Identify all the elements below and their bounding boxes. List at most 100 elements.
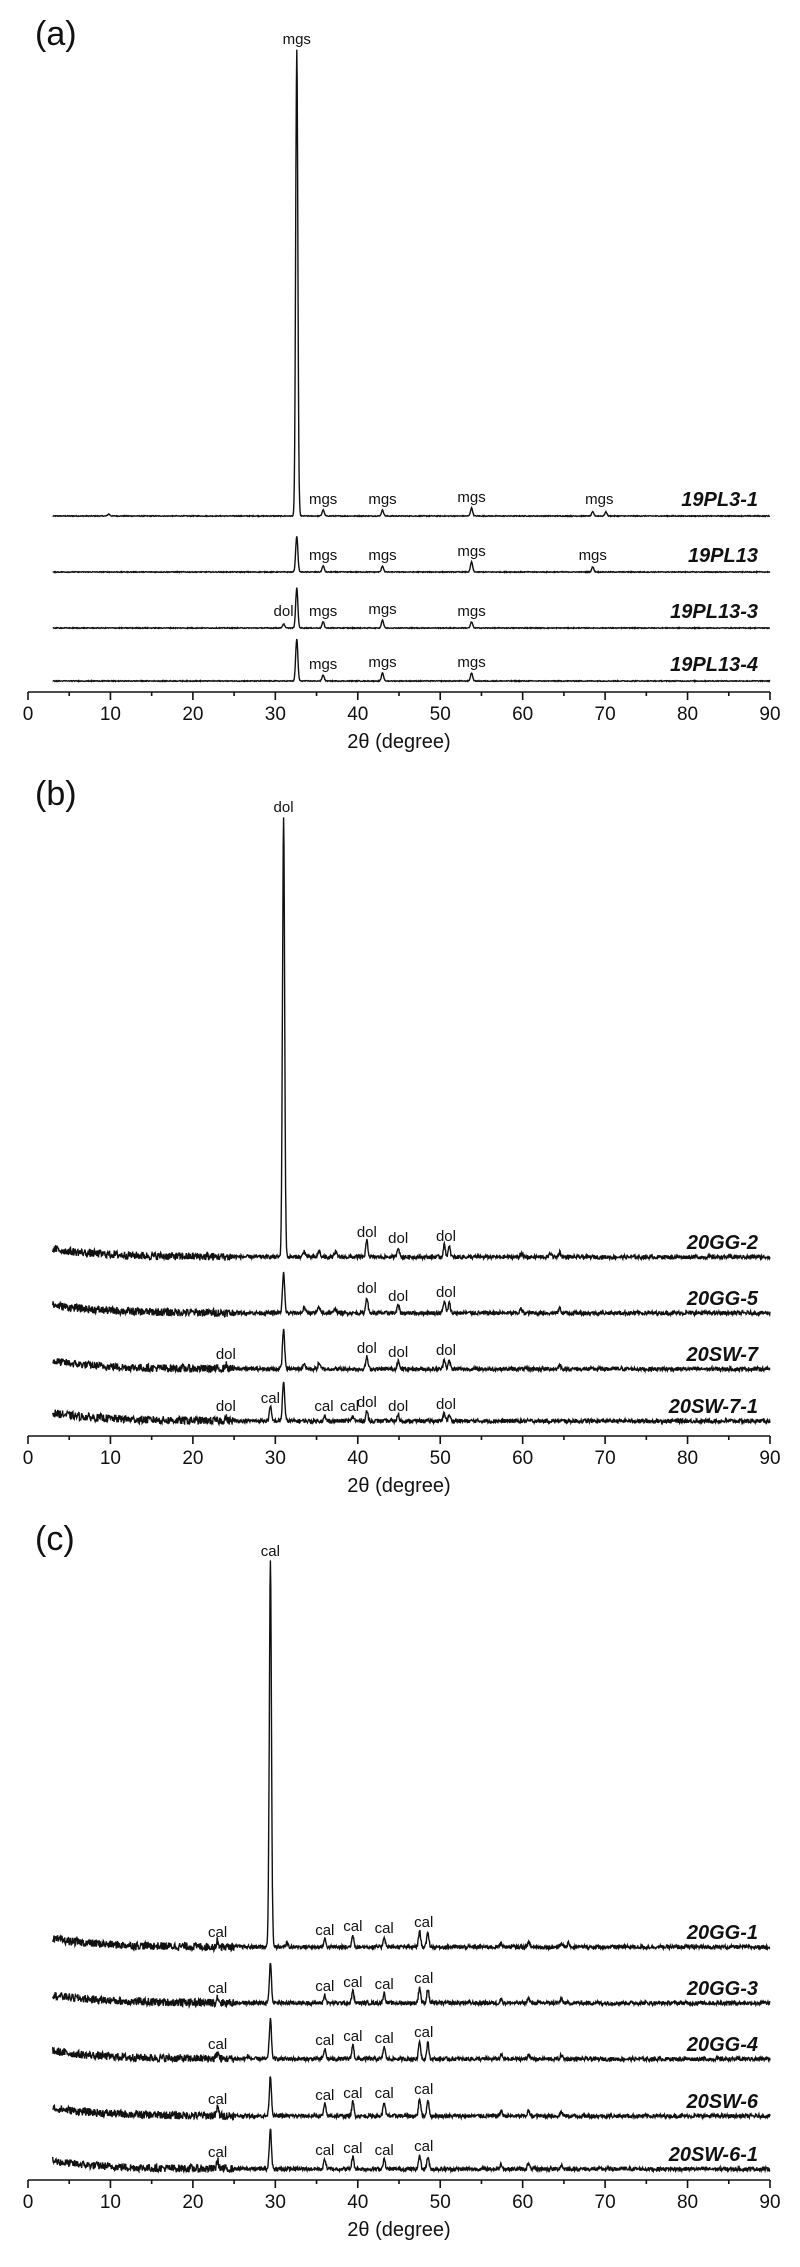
peak-label: dol xyxy=(357,1340,377,1357)
x-tick-label: 50 xyxy=(430,704,451,725)
series-name-label: 20SW-6-1 xyxy=(668,2144,758,2166)
peak-label: cal xyxy=(343,1974,362,1991)
x-tick-label: 80 xyxy=(677,1448,698,1469)
x-tick-label: 50 xyxy=(430,1448,451,1469)
peak-label: cal xyxy=(315,1978,334,1995)
peak-label: dol xyxy=(436,1396,456,1413)
peak-label: mgs xyxy=(309,603,337,620)
peak-label: dol xyxy=(357,1280,377,1297)
x-tick-label: 10 xyxy=(100,2192,121,2213)
peak-label: cal xyxy=(375,1920,394,1937)
peak-label: mgs xyxy=(309,491,337,508)
peak-label: mgs xyxy=(309,656,337,673)
peak-label: dol xyxy=(388,1230,408,1247)
peak-label: cal xyxy=(343,1918,362,1935)
peak-label: cal xyxy=(375,2030,394,2047)
peak-label: dol xyxy=(357,1394,377,1411)
peak-label: cal xyxy=(414,2024,433,2041)
panel-a: (a) 0 10 20 30 40 50 60 70 80 90 2θ (degree) 19PL3-1… xyxy=(23,15,781,753)
peak-label: dol xyxy=(388,1398,408,1415)
x-tick-label: 40 xyxy=(347,2192,368,2213)
peak-label: mgs xyxy=(585,491,613,508)
peak-label: cal xyxy=(208,2036,227,2053)
peak-label: cal xyxy=(414,2138,433,2155)
x-tick-label: 50 xyxy=(430,2192,451,2213)
panel-c: (c) 0 10 20 30 40 50 60 70 80 90 2θ (degree) 20GG-1 c… xyxy=(23,1520,781,2241)
series-trace xyxy=(52,1560,771,1954)
peak-label: cal xyxy=(414,1914,433,1931)
peak-label: dol xyxy=(388,1344,408,1361)
x-tick-label: 90 xyxy=(759,704,780,725)
x-tick-label: 70 xyxy=(595,704,616,725)
peak-label: cal xyxy=(261,1390,280,1407)
peak-label: dol xyxy=(388,1288,408,1305)
peak-label: cal xyxy=(414,1970,433,1987)
peak-label: mgs xyxy=(309,547,337,564)
x-tick-label: 20 xyxy=(182,704,203,725)
series-trace xyxy=(52,2128,771,2174)
x-tick-label: 90 xyxy=(759,1448,780,1469)
series-name-label: 20GG-1 xyxy=(686,1922,758,1944)
peak-label: cal xyxy=(414,2081,433,2098)
peak-label: cal xyxy=(208,2144,227,2161)
x-axis-label: 2θ (degree) xyxy=(347,1475,450,1497)
peak-label: cal xyxy=(375,1976,394,1993)
x-tick-label: 30 xyxy=(265,1448,286,1469)
x-tick-label: 40 xyxy=(347,1448,368,1469)
peak-label: cal xyxy=(340,1398,359,1415)
peak-label: dol xyxy=(216,1346,236,1363)
x-axis-label: 2θ (degree) xyxy=(347,2219,450,2241)
peak-label: cal xyxy=(315,2087,334,2104)
peak-label: dol xyxy=(436,1342,456,1359)
peak-label: dol xyxy=(274,603,294,620)
peak-label: mgs xyxy=(457,489,485,506)
series-name-label: 19PL13-4 xyxy=(670,654,758,676)
x-tick-label: 40 xyxy=(347,704,368,725)
peak-label: mgs xyxy=(457,603,485,620)
x-axis-label: 2θ (degree) xyxy=(347,731,450,753)
x-tick-label: 0 xyxy=(23,704,34,725)
series-name-label: 19PL3-1 xyxy=(681,489,758,511)
peak-label: mgs xyxy=(368,547,396,564)
series-trace xyxy=(52,2076,771,2121)
x-tick-label: 60 xyxy=(512,1448,533,1469)
series-trace xyxy=(52,1328,771,1374)
series-19PL13-4: 19PL13-4 mgs mgs mgs xyxy=(52,638,771,683)
x-tick-label: 30 xyxy=(265,704,286,725)
series-trace xyxy=(52,638,771,683)
x-tick-label: 10 xyxy=(100,1448,121,1469)
series-trace xyxy=(52,817,771,1262)
x-tick-label: 10 xyxy=(100,704,121,725)
series-trace xyxy=(52,2017,771,2064)
series-name-label: 20SW-7-1 xyxy=(668,1396,758,1418)
series-name-label: 20GG-5 xyxy=(686,1288,759,1310)
x-tick-label: 60 xyxy=(512,2192,533,2213)
x-tick-label: 20 xyxy=(182,2192,203,2213)
x-tick-label: 80 xyxy=(677,704,698,725)
x-tick-label: 70 xyxy=(595,1448,616,1469)
series-name-label: 20GG-4 xyxy=(686,2034,758,2056)
peak-label: cal xyxy=(375,2142,394,2159)
main-peak-label: dol xyxy=(274,799,294,816)
series-trace xyxy=(52,1271,771,1318)
x-tick-label: 60 xyxy=(512,704,533,725)
x-tick-label: 70 xyxy=(595,2192,616,2213)
series-trace xyxy=(52,1962,771,2010)
peak-label: cal xyxy=(315,2032,334,2049)
x-tick-label: 90 xyxy=(759,2192,780,2213)
series-name-label: 20SW-6 xyxy=(685,2091,758,2113)
peak-label: cal xyxy=(343,2140,362,2157)
peak-label: dol xyxy=(216,1398,236,1415)
peak-label: cal xyxy=(343,2085,362,2102)
series-trace xyxy=(52,587,771,630)
peak-label: cal xyxy=(208,1980,227,1997)
panel-label: (a) xyxy=(35,15,77,53)
series-name-label: 19PL13-3 xyxy=(670,601,758,623)
